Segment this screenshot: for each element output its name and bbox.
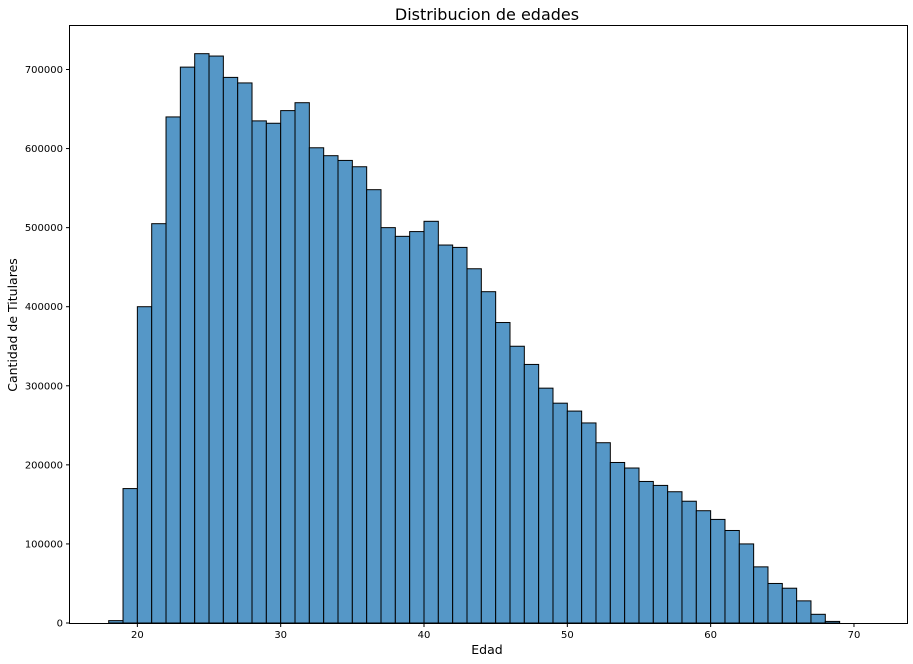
histogram-bar [681,500,697,624]
histogram-bar [122,488,138,624]
histogram-bar [265,122,282,624]
histogram-bar [552,402,568,624]
y-axis-label: Cantidad de Titulares [5,258,20,392]
y-tick-label: 100000 [25,539,63,550]
histogram-bar [810,613,826,624]
histogram-bar [824,620,841,624]
bars-group [108,53,841,624]
histogram-bar [495,322,511,624]
x-tick-label: 40 [418,630,431,641]
y-axis: 0 100000 200000 300000 400000 500000 600000 700… [25,65,70,630]
histogram-bar [136,306,153,624]
x-tick-label: 70 [848,630,861,641]
histogram-bar [767,582,783,624]
histogram-bar [781,587,798,624]
histogram-bar [280,110,296,624]
y-tick-label: 500000 [25,223,63,234]
histogram-bar [652,484,669,624]
histogram-bar [165,116,181,624]
x-tick-label: 30 [274,630,287,641]
histogram-bar [624,467,640,624]
histogram-bar [595,442,611,624]
y-tick-label: 400000 [25,302,63,313]
x-tick-label: 50 [561,630,574,641]
histogram-bar [581,422,597,624]
histogram-bar [710,518,726,624]
histogram-bar [423,220,439,624]
histogram-bar [208,55,224,624]
x-axis: 20 30 40 50 60 70 [131,623,860,641]
histogram-bar [466,268,482,624]
y-tick-label: 300000 [25,381,63,392]
histogram-bar [337,159,353,624]
histogram-bar [695,510,712,624]
histogram-bar [609,461,626,624]
histogram-bar [667,491,683,624]
histogram-bar [523,363,540,624]
histogram-bar [638,480,654,624]
x-tick-label: 60 [704,630,717,641]
histogram-bar [566,410,583,624]
histogram-bar [394,235,411,624]
histogram-bar [366,189,382,624]
y-tick-label: 200000 [25,460,63,471]
histogram-bar [509,345,525,624]
histogram-bar [538,387,554,624]
histogram-bar [796,600,812,624]
histogram-bar [323,155,339,624]
x-axis-label: Edad [471,642,502,657]
y-tick-label: 700000 [25,65,63,76]
histogram-bar [753,566,769,624]
plot-frame [69,25,908,624]
histogram-bar [179,66,196,624]
histogram-bar [194,53,210,624]
y-tick-label: 0 [57,619,63,630]
chart-title: Distribucion de edades [395,5,579,24]
histogram-bar [738,543,755,624]
histogram-bar [237,82,253,624]
histogram-bar [724,529,740,624]
histogram-bar [151,223,167,624]
histogram-bar [380,227,396,624]
histogram-bar [308,147,325,624]
x-tick-label: 20 [131,630,144,641]
histogram-bar [480,291,497,624]
histogram-bar [108,620,124,624]
histogram-bar [452,246,468,624]
histogram-bar [222,76,239,624]
y-tick-label: 600000 [25,144,63,155]
histogram-bar [437,244,454,624]
histogram-bar [351,166,368,624]
histogram-bar [294,102,310,624]
histogram-bar [409,231,425,624]
histogram-bar [251,120,267,624]
